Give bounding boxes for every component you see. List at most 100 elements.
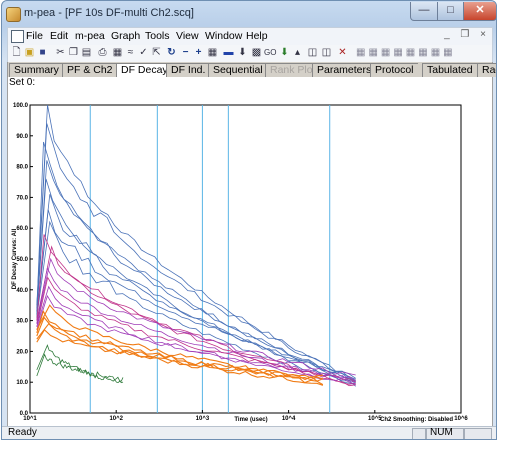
decay-curve-magenta bbox=[36, 245, 356, 387]
decay-curve-purple bbox=[36, 266, 356, 383]
x-tick-label: 10^1 bbox=[23, 416, 37, 422]
tab-parameters[interactable]: Parameters bbox=[312, 63, 376, 77]
tab-sequential[interactable]: Sequential bbox=[208, 63, 267, 77]
chart-icon[interactable]: ▦ bbox=[112, 47, 123, 58]
plot-area bbox=[29, 104, 462, 414]
undo-icon[interactable]: ↻ bbox=[167, 47, 176, 58]
decay-curve-blue bbox=[36, 160, 356, 381]
tab-radar[interactable]: Radar bbox=[477, 63, 496, 77]
set-selector-icons[interactable]: ▦▦▦▦▦▦▦▦ bbox=[356, 47, 456, 58]
decay-curve-green bbox=[36, 353, 124, 382]
menu-tools[interactable]: Tools bbox=[145, 30, 170, 42]
decay-curve-green bbox=[36, 344, 124, 384]
y-tick-label: 40.0 bbox=[16, 288, 28, 294]
paste-icon[interactable]: ▤ bbox=[81, 47, 92, 58]
x-tick-label: 10^4 bbox=[282, 416, 296, 422]
status-pane-3 bbox=[464, 428, 492, 439]
plus-icon[interactable]: + bbox=[195, 47, 202, 58]
menu-help[interactable]: Help bbox=[246, 30, 268, 42]
tab-protocol[interactable]: Protocol bbox=[370, 63, 418, 77]
decay-curve-blue bbox=[36, 123, 356, 382]
status-bar: Ready NUM bbox=[2, 426, 496, 439]
cut-icon[interactable]: ✂ bbox=[56, 47, 65, 58]
status-pane-1 bbox=[412, 428, 426, 439]
menu-graph[interactable]: Graph bbox=[111, 30, 141, 42]
menu-m-pea[interactable]: m-pea bbox=[75, 30, 105, 42]
columns-icon[interactable]: ◫ bbox=[321, 47, 332, 58]
status-num: NUM bbox=[430, 427, 453, 438]
x-tick-label: 10^6 bbox=[454, 416, 468, 422]
status-text: Ready bbox=[8, 427, 37, 438]
decay-curve-magenta bbox=[36, 276, 356, 383]
decay-curve-orange bbox=[36, 304, 324, 382]
chart-panel: Set 0: 0.0 10.0 20.0 30.0 40.0 50.0 60.0 70.0 80… bbox=[7, 77, 493, 427]
y-tick-label: 100.0 bbox=[13, 103, 29, 109]
df-decay-chart[interactable]: 0.0 10.0 20.0 30.0 40.0 50.0 60.0 70.0 80.0 90.0 1… bbox=[8, 77, 492, 426]
tab-pf-ch2[interactable]: PF & Ch2 bbox=[62, 63, 117, 77]
decay-curve-blue bbox=[36, 194, 356, 380]
x-tick-label: 10^5 bbox=[368, 416, 382, 422]
x-axis-label: Time (usec) bbox=[234, 417, 267, 423]
tab-tabulated[interactable]: Tabulated bbox=[422, 63, 477, 77]
decay-curve-blue bbox=[36, 209, 356, 379]
y-axis-label: DF Decay Curves: All bbox=[12, 228, 18, 289]
y-tick-label: 60.0 bbox=[16, 226, 28, 232]
mdi-controls[interactable]: _ ❐ × bbox=[444, 29, 490, 40]
menu-file[interactable]: File bbox=[26, 30, 43, 42]
menu-view[interactable]: View bbox=[176, 30, 199, 42]
y-tick-label: 0.0 bbox=[20, 411, 29, 417]
application-window: m-pea - [PF 10s DF-multi Ch2.scq] — □ ✕ … bbox=[1, 0, 497, 440]
draw-icon[interactable]: ✓ bbox=[139, 47, 148, 58]
menu-bar: File Edit m-pea Graph Tools View Window … bbox=[7, 27, 493, 46]
open-folder-icon[interactable]: ▣ bbox=[24, 47, 35, 58]
marker-icon[interactable]: ⬇ bbox=[238, 47, 247, 58]
decay-curve-orange bbox=[36, 316, 324, 381]
tab-df-ind[interactable]: DF Ind. bbox=[166, 63, 210, 77]
tab-rank-plots[interactable]: Rank Plots bbox=[265, 63, 325, 77]
x-tick-label: 10^3 bbox=[196, 416, 210, 422]
set-label: Set 0: bbox=[9, 77, 36, 88]
tab-summary[interactable]: Summary bbox=[9, 63, 63, 77]
range-icon[interactable]: ▬ bbox=[223, 47, 234, 58]
y-tick-label: 80.0 bbox=[16, 165, 28, 171]
decay-curve-blue bbox=[36, 104, 356, 383]
decay-curve-purple bbox=[36, 295, 356, 381]
menu-edit[interactable]: Edit bbox=[50, 30, 69, 42]
toolbar: 🗋 ▣ ■ ✂ ❐ ▤ ⎙ ▦ ≈ ✓ ⇱ ↻ − + ▦ ▬ ⬇ ▩ GO ⬇… bbox=[7, 45, 493, 62]
document-icon[interactable] bbox=[11, 30, 24, 43]
close-button[interactable]: ✕ bbox=[463, 2, 496, 21]
status-pane-num bbox=[426, 428, 464, 439]
smoothing-note: Ch2 Smoothing: Disabled bbox=[380, 417, 453, 423]
decay-curve-purple bbox=[36, 285, 356, 385]
y-tick-label: 20.0 bbox=[16, 349, 28, 355]
tab-df-decay[interactable]: DF Decay bbox=[116, 63, 172, 77]
x-tick-label: 10^2 bbox=[109, 416, 123, 422]
new-icon[interactable]: 🗋 bbox=[12, 47, 21, 58]
close-set-icon[interactable]: ✕ bbox=[338, 47, 347, 58]
app-icon bbox=[6, 7, 21, 22]
grid-icon[interactable]: ▦ bbox=[207, 47, 218, 58]
maximize-button[interactable]: □ bbox=[437, 2, 464, 21]
title-bar[interactable]: m-pea - [PF 10s DF-multi Ch2.scq] — □ ✕ bbox=[2, 1, 496, 27]
y-tick-label: 30.0 bbox=[16, 319, 28, 325]
window-title: m-pea - [PF 10s DF-multi Ch2.scq] bbox=[24, 7, 194, 19]
y-tick-label: 70.0 bbox=[16, 195, 28, 201]
decay-curve-purple bbox=[36, 257, 356, 376]
y-tick-label: 10.0 bbox=[16, 380, 28, 386]
spelling-icon[interactable]: ≈ bbox=[127, 47, 134, 58]
print-icon[interactable]: ⎙ bbox=[98, 47, 107, 58]
y-tick-label: 90.0 bbox=[16, 134, 28, 140]
minus-icon[interactable]: − bbox=[182, 47, 189, 58]
download-icon[interactable]: ⬇ bbox=[280, 47, 289, 58]
tab-bar: Summary PF & Ch2 DF Decay DF Ind. Sequen… bbox=[7, 62, 496, 77]
y-tick-label: 50.0 bbox=[16, 257, 28, 263]
filter-icon[interactable]: ▴ bbox=[294, 47, 301, 58]
save-icon[interactable]: ■ bbox=[39, 47, 46, 58]
copy-icon[interactable]: ❐ bbox=[69, 47, 78, 58]
menu-window[interactable]: Window bbox=[205, 30, 243, 42]
copy-chart-icon[interactable]: ▩ bbox=[251, 47, 262, 58]
compare-icon[interactable]: ◫ bbox=[307, 47, 318, 58]
go-icon[interactable]: GO bbox=[264, 48, 277, 57]
cursor-icon[interactable]: ⇱ bbox=[152, 47, 161, 58]
minimize-button[interactable]: — bbox=[410, 2, 438, 21]
